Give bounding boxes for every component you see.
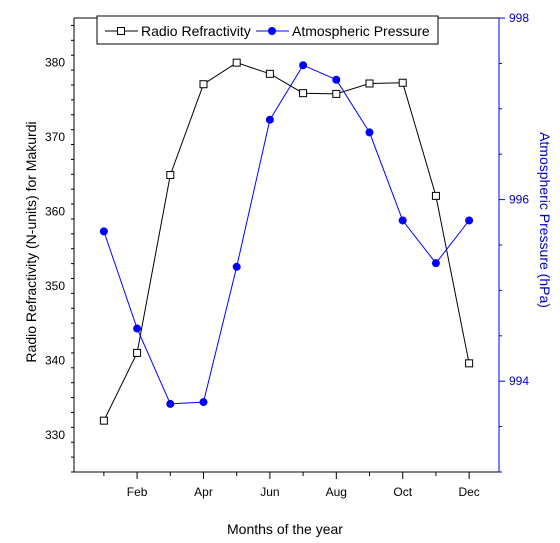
y-tick-label: 330 <box>45 428 65 442</box>
legend-label-pressure: Atmospheric Pressure <box>292 23 430 39</box>
y2-tick-label: 994 <box>509 374 529 388</box>
point-pressure <box>465 216 473 224</box>
left-axis-ticks: 330 340 350 360 370 380 <box>45 25 74 472</box>
point-refractivity <box>399 79 406 86</box>
legend-marker-pressure <box>268 27 276 35</box>
point-pressure <box>166 400 174 408</box>
y2-tick-label: 996 <box>509 193 529 207</box>
legend-label-refractivity: Radio Refractivity <box>141 23 251 39</box>
y-tick-label: 370 <box>45 130 65 144</box>
point-pressure <box>399 216 407 224</box>
y-tick-label: 340 <box>45 353 65 367</box>
point-pressure <box>233 263 241 271</box>
y-tick-label: 350 <box>45 279 65 293</box>
y2-tick-label: 998 <box>509 11 529 25</box>
plot-frame <box>74 18 499 472</box>
point-pressure <box>266 116 274 124</box>
point-refractivity <box>200 81 207 88</box>
point-refractivity <box>366 80 373 87</box>
y2-axis-title: Atmospheric Pressure (hPa) <box>537 132 553 308</box>
point-refractivity <box>432 192 439 199</box>
x-axis-ticks: Feb Apr Jun Aug Oct Dec <box>104 472 480 499</box>
point-pressure <box>100 227 108 235</box>
legend-marker-refractivity <box>118 28 125 35</box>
legend: Radio Refractivity Atmospheric Pressure <box>97 16 438 44</box>
point-pressure <box>332 76 340 84</box>
y-axis-title: Radio Refractivity (N-units) for Makurdi <box>23 121 39 362</box>
point-refractivity <box>333 90 340 97</box>
point-pressure <box>432 259 440 267</box>
x-tick-label: Oct <box>393 485 412 499</box>
series-layer <box>100 59 473 424</box>
y-tick-label: 360 <box>45 205 65 219</box>
point-refractivity <box>266 70 273 77</box>
x-axis-title: Months of the year <box>227 521 343 537</box>
point-refractivity <box>300 90 307 97</box>
x-tick-label: Aug <box>326 485 347 499</box>
point-refractivity <box>466 360 473 367</box>
x-tick-label: Apr <box>194 485 213 499</box>
y-tick-label: 380 <box>45 56 65 70</box>
x-tick-label: Feb <box>127 485 148 499</box>
point-refractivity <box>233 59 240 66</box>
point-refractivity <box>134 349 141 356</box>
right-axis-ticks: 994 996 998 <box>499 11 529 472</box>
x-tick-label: Jun <box>260 485 279 499</box>
point-refractivity <box>100 417 107 424</box>
x-tick-label: Dec <box>458 485 479 499</box>
point-refractivity <box>167 172 174 179</box>
point-pressure <box>133 325 141 333</box>
point-pressure <box>299 61 307 69</box>
series-line-refractivity <box>104 63 469 421</box>
point-pressure <box>199 398 207 406</box>
point-pressure <box>366 128 374 136</box>
